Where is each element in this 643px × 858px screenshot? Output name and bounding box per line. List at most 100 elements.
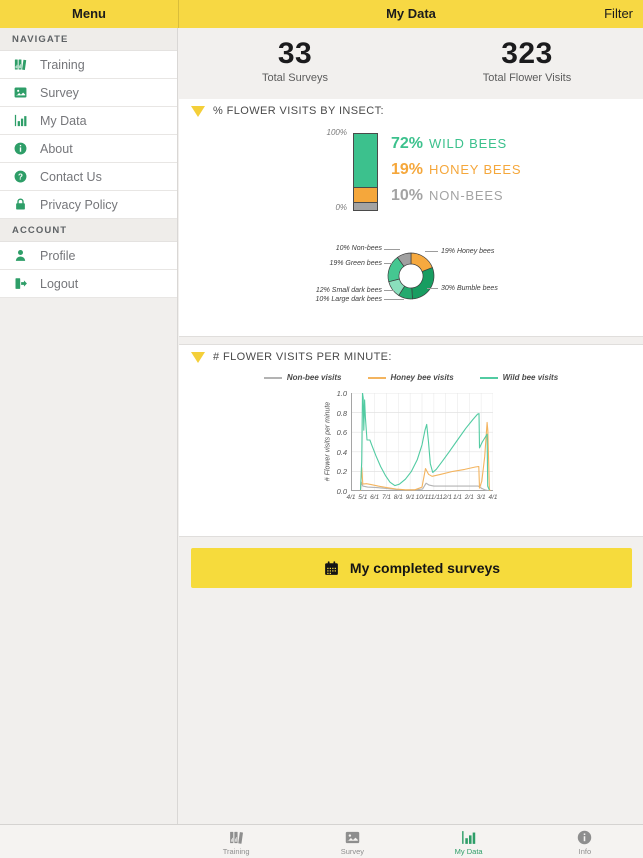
sidebar-item-about[interactable]: About (0, 135, 177, 163)
sidebar-item-survey[interactable]: Survey (0, 79, 177, 107)
x-tick-label: 4/1 (488, 494, 498, 501)
bar-chart-icon (462, 830, 476, 844)
y-axis-ticks: 0.0 0.2 0.4 0.6 0.8 1.0 (179, 389, 347, 496)
sidebar-item-my-data[interactable]: My Data (0, 107, 177, 135)
donut-leader-line (384, 263, 392, 264)
question-icon: ? (14, 170, 27, 183)
books-icon (14, 59, 27, 70)
panel-visits-per-minute: # FLOWER VISITS PER MINUTE: Non-bee visi… (179, 344, 643, 537)
sidebar-item-label: Training (40, 57, 85, 72)
info-icon (578, 830, 592, 844)
honey-bees-name: HONEY BEES (429, 162, 522, 177)
books-icon (229, 831, 243, 844)
tab-training[interactable]: Training (178, 825, 294, 858)
bottom-tab-bar: Training Survey My Data Info (0, 824, 643, 858)
bar-legend-row: 72% WILD BEES (391, 135, 521, 152)
x-tick-label: 1/1 (452, 494, 463, 501)
total-surveys-label: Total Surveys (261, 72, 329, 84)
honey-bee-line-swatch (367, 376, 386, 379)
donut-label-honey-bees: 19% Honey bees (441, 248, 495, 255)
menu-panel-title: Menu (0, 0, 179, 28)
sidebar-item-label: My Data (40, 113, 87, 128)
x-tick-label: 6/1 (370, 494, 380, 501)
sidebar-item-privacy-policy[interactable]: Privacy Policy (0, 191, 177, 219)
y-tick-label: 0.6 (336, 428, 347, 438)
y-tick-label: 0.8 (336, 408, 347, 418)
x-tick-label: 8/1 (393, 494, 403, 501)
sidebar-item-label: Profile (40, 248, 76, 263)
sidebar-item-logout[interactable]: Logout (0, 270, 177, 298)
wild-bee-line-swatch (479, 376, 498, 379)
total-flower-visits-value: 323 (501, 37, 553, 70)
section-title: % FLOWER VISITS BY INSECT: (213, 105, 384, 117)
sidebar-item-label: About (40, 141, 73, 156)
panel-visits-by-insect: % FLOWER VISITS BY INSECT: 100% 0% 72% W… (179, 99, 643, 337)
sidebar-item-label: Survey (40, 85, 79, 100)
donut-label-green-bees: 19% Green bees (329, 260, 382, 267)
sidebar-item-label: Contact Us (40, 169, 102, 184)
filter-button[interactable]: Filter (604, 0, 633, 28)
lock-icon (16, 198, 25, 210)
image-icon (14, 87, 27, 98)
legend-item-wild-bee: Wild bee visits (479, 373, 559, 382)
y-tick-label: 1.0 (336, 389, 347, 398)
person-icon (15, 250, 26, 261)
bar-segment (354, 134, 377, 187)
tab-my-data[interactable]: My Data (411, 825, 527, 858)
donut-leader-line (425, 251, 438, 252)
sidebar: NAVIGATE Training Survey My Data About ?… (0, 28, 178, 858)
bar-axis-bottom-label: 0% (335, 203, 347, 212)
legend-item-non-bee: Non-bee visits (263, 373, 342, 382)
donut-label-large-dark-bees: 10% Large dark bees (315, 296, 382, 303)
non-bees-name: NON-BEES (429, 188, 504, 203)
collapse-triangle-icon (191, 351, 205, 363)
legend-item-honey-bee: Honey bee visits (367, 373, 454, 382)
my-completed-surveys-button[interactable]: My completed surveys (191, 548, 632, 588)
sidebar-item-label: Logout (40, 276, 79, 291)
top-header: Menu My Data Filter (0, 0, 643, 28)
stat-total-flower-visits: 323 Total Flower Visits (411, 28, 643, 99)
tab-label: Survey (340, 846, 365, 856)
main-content: 33 Total Surveys 323 Total Flower Visits… (179, 28, 643, 825)
legend-label: Honey bee visits (390, 373, 454, 382)
bar-legend-row: 10% NON-BEES (391, 187, 521, 204)
button-label: My completed surveys (349, 560, 501, 576)
x-tick-label: 12/1 (439, 494, 452, 501)
tab-info[interactable]: Info (527, 825, 643, 858)
tab-survey[interactable]: Survey (294, 825, 410, 858)
sidebar-item-contact-us[interactable]: ? Contact Us (0, 163, 177, 191)
x-axis-ticks: 4/1 5/1 6/1 7/1 8/1 9/1 10/1 11/1 12/1 1/1 2/1 3/1 4… (346, 494, 497, 504)
legend-label: Wild bee visits (502, 373, 559, 382)
line-chart-legend: Non-bee visits Honey bee visits Wild bee… (179, 373, 643, 382)
stats-band: 33 Total Surveys 323 Total Flower Visits (179, 28, 643, 100)
sidebar-item-training[interactable]: Training (0, 51, 177, 79)
sidebar-item-profile[interactable]: Profile (0, 242, 177, 270)
x-tick-label: 2/1 (464, 494, 474, 501)
tab-label: Info (578, 846, 592, 856)
sidebar-item-label: Privacy Policy (40, 197, 118, 212)
donut-label-non-bees: 10% Non-bees (335, 245, 382, 252)
bar-segment (354, 186, 377, 202)
page-title: My Data (386, 6, 436, 21)
donut-label-small-dark-bees: 12% Small dark bees (315, 287, 382, 294)
x-tick-label: 11/1 (427, 494, 440, 501)
section-header-visits-by-insect[interactable]: % FLOWER VISITS BY INSECT: (191, 105, 384, 117)
line-chart (351, 393, 493, 491)
donut-leader-line (384, 299, 404, 300)
collapse-triangle-icon (191, 105, 205, 117)
image-icon (345, 831, 360, 843)
non-bees-pct: 10% (391, 187, 424, 204)
sidebar-section-navigate: NAVIGATE (0, 28, 177, 51)
bar-legend: 72% WILD BEES 19% HONEY BEES 10% NON-BEE… (391, 135, 521, 213)
legend-label: Non-bee visits (286, 373, 342, 382)
bar-axis-top-label: 100% (326, 128, 347, 137)
bar-segment (354, 201, 377, 210)
tab-label: My Data (454, 846, 483, 856)
donut-leader-line (384, 249, 400, 250)
stacked-bar (353, 133, 378, 211)
honey-bees-pct: 19% (391, 161, 424, 178)
section-header-visits-per-minute[interactable]: # FLOWER VISITS PER MINUTE: (191, 351, 392, 363)
non-bee-line-swatch (263, 376, 282, 379)
x-tick-label: 9/1 (405, 494, 415, 501)
